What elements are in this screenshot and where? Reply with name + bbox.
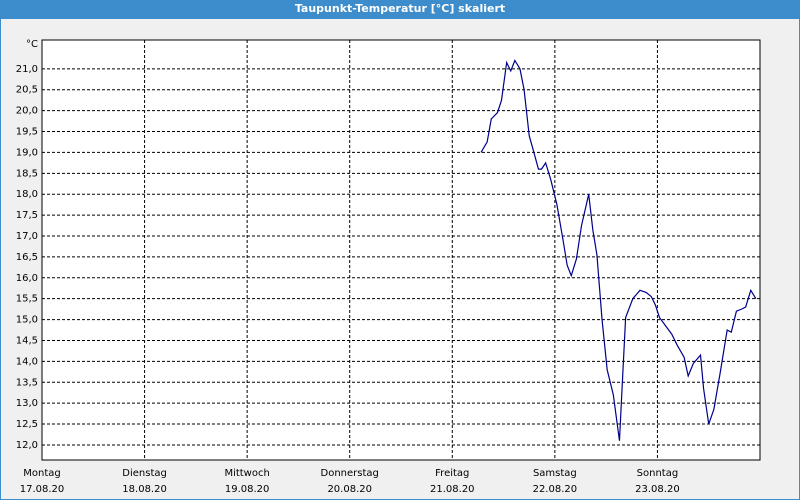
y-tick-label: 20,5: [16, 85, 38, 96]
y-unit: °C: [26, 39, 38, 50]
x-tick-label: Dienstag: [122, 468, 167, 479]
x-tick-date: 21.08.20: [430, 484, 475, 495]
y-tick-label: 19,0: [16, 147, 38, 158]
x-tick-date: 22.08.20: [533, 484, 578, 495]
x-tick-label: Freitag: [435, 468, 469, 479]
y-tick-label: 12,0: [16, 440, 38, 451]
x-tick-date: 19.08.20: [225, 484, 270, 495]
x-tick-date: 20.08.20: [327, 484, 372, 495]
x-tick-date: 18.08.20: [122, 484, 167, 495]
y-tick-label: 18,0: [16, 189, 38, 200]
y-tick-label: 13,0: [16, 398, 38, 409]
x-tick-label: Sonntag: [637, 468, 679, 479]
y-tick-label: 15,5: [16, 294, 38, 305]
x-tick-label: Mittwoch: [224, 468, 269, 479]
title-bar: [0, 0, 800, 18]
y-tick-label: 14,5: [16, 335, 38, 346]
y-tick-label: 13,5: [16, 377, 38, 388]
y-tick-label: 18,5: [16, 168, 38, 179]
y-tick-label: 12,5: [16, 419, 38, 430]
y-tick-label: 21,0: [16, 64, 38, 75]
y-tick-label: 14,0: [16, 356, 38, 367]
plot-area: [42, 40, 760, 460]
x-tick-label: Samstag: [533, 468, 577, 479]
x-tick-label: Montag: [23, 468, 60, 479]
plot-border: [41, 39, 761, 461]
y-tick-label: 15,0: [16, 315, 38, 326]
y-tick-label: 16,5: [16, 252, 38, 263]
data-line: [480, 59, 757, 441]
y-tick-label: 20,0: [16, 106, 38, 117]
y-tick-label: 19,5: [16, 127, 38, 138]
y-tick-label: 16,0: [16, 273, 38, 284]
x-tick-date: 17.08.20: [20, 484, 65, 495]
y-tick-label: 17,0: [16, 231, 38, 242]
x-tick-label: Donnerstag: [321, 468, 379, 479]
chart-title: Taupunkt-Temperatur [°C] skaliert: [295, 2, 505, 15]
x-tick-date: 23.08.20: [635, 484, 680, 495]
y-tick-label: 17,5: [16, 210, 38, 221]
